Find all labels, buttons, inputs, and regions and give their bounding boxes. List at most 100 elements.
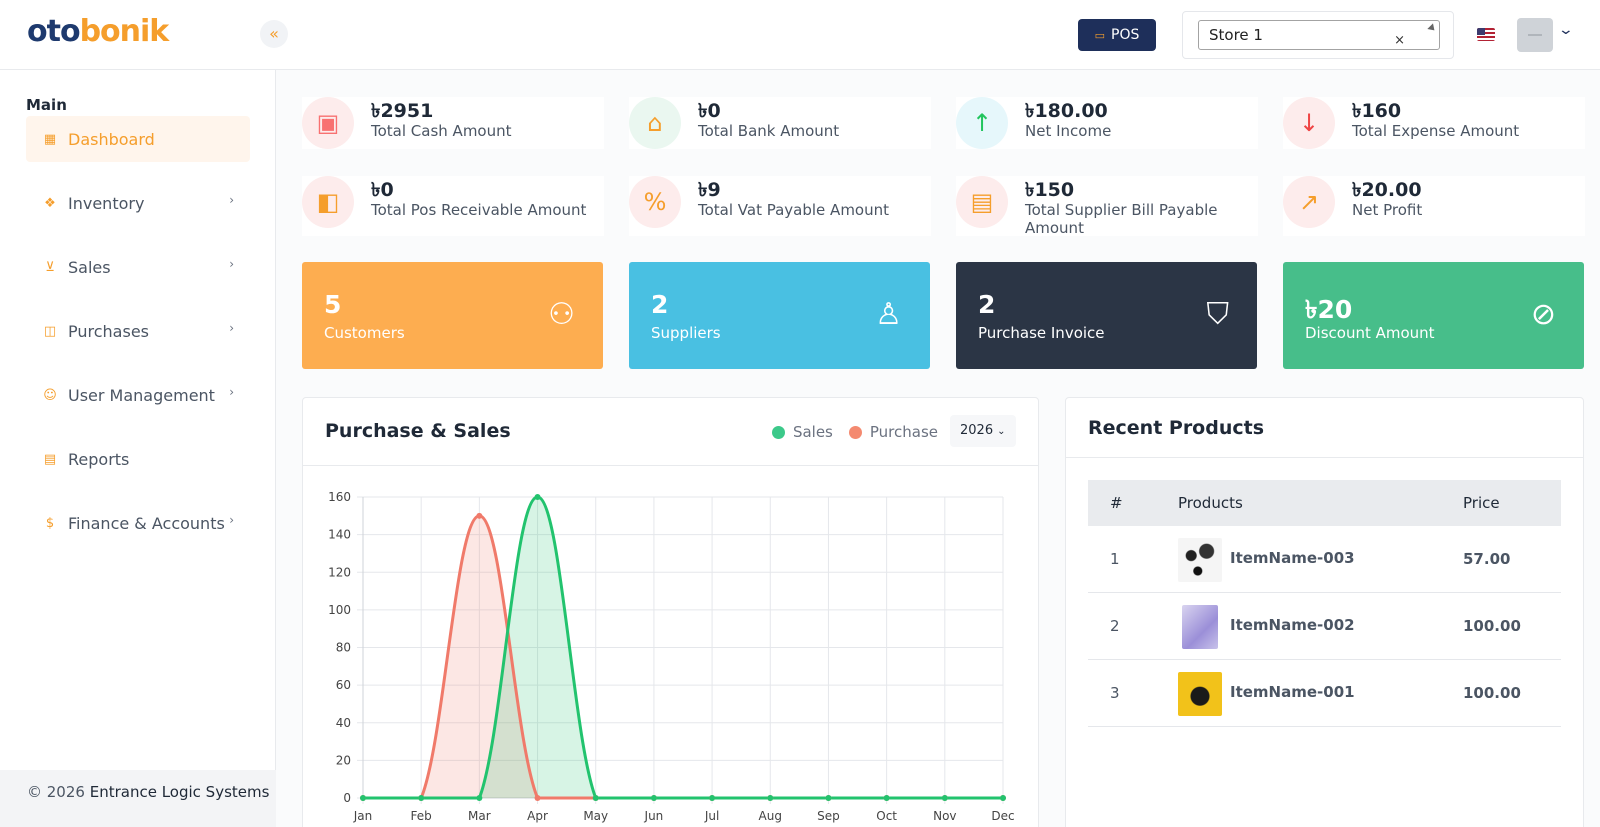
x-tick-label: May	[583, 809, 608, 823]
sidebar-collapse-icon[interactable]: «	[260, 20, 288, 48]
chevron-right-icon: ›	[229, 257, 234, 271]
legend-sales[interactable]: Sales	[771, 423, 833, 441]
card-customers[interactable]: 5 Customers ⚇	[302, 262, 603, 369]
file-icon: ▤	[956, 176, 1008, 228]
percent-icon: ⊘	[1530, 297, 1556, 332]
table-row[interactable]: 1 ItemName-003 57.00	[1088, 526, 1561, 593]
dollar-icon: $	[45, 515, 55, 531]
point-sales	[360, 795, 366, 801]
stat-net-income: ↑ ৳180.00 Net Income	[956, 97, 1258, 149]
purchase-sales-panel: Purchase & Sales Sales Purchase 2026 ⌄ 0 2…	[302, 397, 1039, 827]
y-tick-label: 0	[343, 791, 351, 805]
x-tick-label: Jun	[644, 809, 664, 823]
table-header: # Products Price	[1088, 480, 1561, 526]
point-sales	[650, 795, 657, 801]
grid-icon: ▦	[43, 131, 57, 147]
point-purchase	[534, 795, 541, 801]
pos-button[interactable]: ▭ POS	[1078, 19, 1156, 51]
chevron-right-icon: ›	[229, 513, 234, 527]
chevron-down-icon[interactable]: ⌄	[1557, 22, 1575, 38]
report-icon: ▤	[43, 451, 57, 467]
stat-total-bank: ⌂ ৳0 Total Bank Amount	[629, 97, 931, 149]
y-tick-label: 60	[336, 678, 351, 692]
chart-title: Purchase & Sales	[325, 420, 511, 442]
point-sales	[418, 795, 425, 801]
clear-icon[interactable]: ×	[1394, 33, 1405, 48]
sidebar-item-sales[interactable]: ⊻ Sales ›	[26, 244, 250, 290]
chart-legend: Sales Purchase	[771, 423, 938, 441]
sidebar-item-dashboard[interactable]: ▦ Dashboard	[26, 116, 250, 162]
x-tick-label: Feb	[411, 809, 432, 823]
area-purchase	[363, 515, 1003, 798]
trend-up-icon: ↗	[1283, 176, 1335, 228]
x-tick-label: Apr	[527, 809, 548, 823]
stat-supplier-bill: ▤ ৳150 Total Supplier Bill Payable Amoun…	[956, 176, 1258, 237]
stat-total-cash: ▣ ৳2951 Total Cash Amount	[302, 97, 604, 149]
cart-icon: ⊻	[45, 259, 55, 275]
sidebar-item-purchases[interactable]: ◫ Purchases ›	[43, 321, 234, 341]
recent-products-panel: Recent Products # Products Price 1 ItemN…	[1065, 397, 1584, 827]
user-avatar[interactable]	[1517, 18, 1553, 52]
laptop-icon: ▭	[1094, 28, 1106, 42]
brand-logo[interactable]: otobonik	[27, 14, 169, 49]
point-sales	[883, 795, 890, 801]
y-tick-label: 100	[328, 603, 351, 617]
stat-pos-receivable: ◧ ৳0 Total Pos Receivable Amount	[302, 176, 604, 236]
chevron-down-icon: ⌄	[997, 426, 1006, 437]
sidebar-item-user-management[interactable]: ☺ User Management ›	[43, 385, 234, 405]
cash-icon: ▣	[302, 97, 354, 149]
company-link[interactable]: Entrance Logic Systems	[89, 783, 270, 801]
recent-products-table: # Products Price 1 ItemName-003 57.00 2 …	[1088, 480, 1561, 727]
legend-dot-sales	[771, 425, 785, 439]
stat-net-profit: ↗ ৳20.00 Net Profit	[1283, 176, 1585, 236]
table-row[interactable]: 2 ItemName-002 100.00	[1088, 593, 1561, 660]
sidebar: Main ▦ Dashboard ❖ Inventory › ⊻ Sales ›…	[0, 70, 276, 827]
store-select[interactable]: Store 1 ×	[1198, 20, 1440, 50]
sidebar-footer: © 2026 Entrance Logic Systems	[0, 770, 276, 827]
store-selector-wrap: Store 1 ×	[1182, 11, 1454, 59]
sidebar-item-inventory[interactable]: ❖ Inventory ›	[26, 180, 250, 226]
point-sales	[476, 795, 483, 801]
y-tick-label: 20	[336, 753, 351, 767]
users-icon: ⚇	[548, 297, 575, 332]
bank-icon: ⌂	[629, 97, 681, 149]
purchase-sales-chart: 0 20 40 60 80 100 120 140 160 Jan Feb Mar Apr May Jun J…	[328, 490, 1015, 823]
legend-purchase[interactable]: Purchase	[848, 423, 938, 441]
card-purchase-invoice[interactable]: 2 Purchase Invoice ⛉	[956, 262, 1257, 369]
y-tick-label: 120	[328, 565, 351, 579]
x-tick-label: Aug	[759, 809, 782, 823]
area-sales	[363, 497, 1003, 798]
us-flag-icon[interactable]	[1477, 28, 1495, 41]
percent-file-icon: %	[629, 176, 681, 228]
arrow-down-icon: ↓	[1283, 97, 1335, 149]
top-header: otobonik « ▭ POS Store 1 × ⌄	[0, 0, 1600, 70]
sidebar-heading: Main	[26, 96, 67, 114]
arrow-up-icon: ↑	[956, 97, 1008, 149]
table-row[interactable]: 3 ItemName-001 100.00	[1088, 660, 1561, 727]
chevron-right-icon: ›	[229, 385, 234, 399]
users-icon: ☺	[43, 387, 57, 403]
resize-handle-icon	[1427, 23, 1439, 35]
x-tick-label: Mar	[468, 809, 491, 823]
point-sales	[767, 795, 774, 801]
sidebar-item-reports[interactable]: ▤ Reports	[43, 449, 130, 469]
bag-icon: ◫	[43, 323, 57, 339]
card-discount-amount[interactable]: ৳20 Discount Amount ⊘	[1283, 262, 1584, 369]
point-sales	[592, 795, 599, 801]
wallet-icon: ◧	[302, 176, 354, 228]
x-tick-label: Oct	[876, 809, 897, 823]
card-suppliers[interactable]: 2 Suppliers ♙	[629, 262, 930, 369]
recent-products-title: Recent Products	[1088, 417, 1265, 439]
x-tick-label: Jan	[353, 809, 373, 823]
legend-dot-purchase	[848, 425, 862, 439]
year-select[interactable]: 2026 ⌄	[950, 415, 1016, 447]
stat-total-expense: ↓ ৳160 Total Expense Amount	[1283, 97, 1585, 149]
y-tick-label: 40	[336, 716, 351, 730]
shopping-bag-icon: ⛉	[1206, 297, 1230, 332]
point-sales	[825, 795, 832, 801]
point-sales	[1000, 795, 1006, 801]
line-sales	[363, 495, 1003, 800]
x-tick-label: Dec	[991, 809, 1014, 823]
sidebar-item-finance[interactable]: $ Finance & Accounts ›	[26, 500, 250, 546]
x-tick-label: Sep	[817, 809, 840, 823]
